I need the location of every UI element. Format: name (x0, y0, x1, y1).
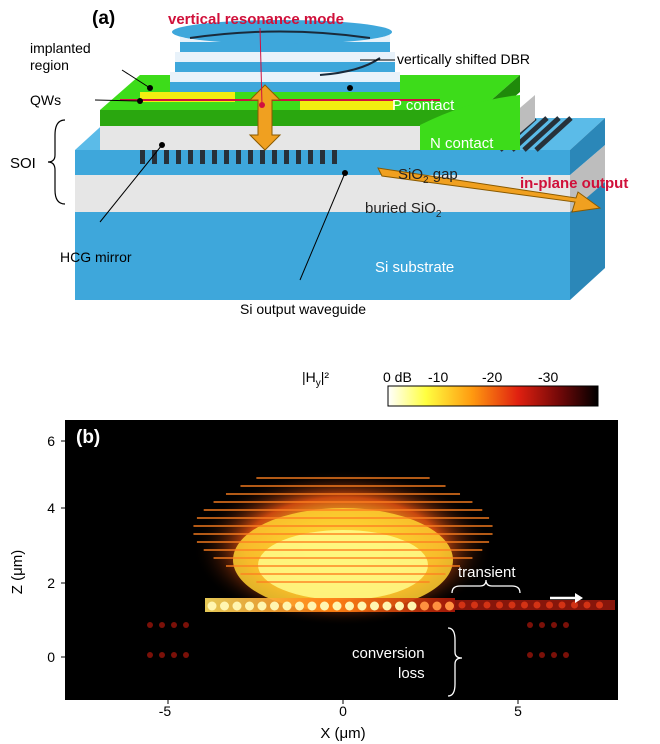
y-tick-0: 0 (47, 649, 55, 665)
side-lobe-dot (527, 652, 533, 658)
colorbar-tick-2: -20 (482, 369, 502, 385)
n-contact-mesa (420, 95, 520, 150)
mode-dot (245, 601, 254, 611)
side-lobe-dot (563, 622, 569, 628)
colorbar-tick-3: -30 (538, 369, 558, 385)
mode-dot (370, 601, 379, 611)
mode-dot (420, 601, 429, 611)
n-contact-label: N contact (430, 135, 494, 152)
mode-dot (395, 601, 404, 611)
callout-lines (94, 27, 395, 281)
mode-dot (445, 601, 454, 611)
y-axis-label: Z (μm) (9, 550, 26, 594)
dbr-stack (170, 20, 400, 92)
si-layer-side (570, 118, 605, 175)
y-tick-4: 4 (47, 500, 55, 516)
mode-dot (320, 601, 329, 611)
implanted-label-1: implanted (30, 40, 91, 56)
side-lobe-dot (183, 652, 189, 658)
implanted-region-left (140, 92, 235, 102)
soi-label: SOI (10, 155, 36, 172)
dbr-label: vertically shifted DBR (397, 51, 530, 67)
mode-dot (282, 601, 292, 611)
mode-dot (345, 601, 354, 611)
sio2-gap-front (100, 125, 500, 150)
x-axis: -5 0 5 (159, 700, 522, 719)
si-waveguide-label: Si output waveguide (240, 301, 366, 317)
mode-dot (232, 601, 242, 611)
si-substrate-label: Si substrate (375, 259, 454, 276)
mode-dot (382, 601, 392, 611)
qws-label: QWs (30, 92, 61, 108)
panel-b-tag: (b) (76, 427, 100, 448)
field-pattern (147, 470, 615, 658)
side-lobe-dot (147, 622, 153, 628)
side-lobe-dot (551, 652, 557, 658)
colorbar-ticks: 0 dB -10 -20 -30 (383, 369, 558, 385)
side-lobe-dot (159, 652, 165, 658)
in-plane-output-arrow (377, 167, 602, 213)
transient-label: transient (458, 564, 516, 581)
side-lobe-dot (171, 652, 177, 658)
conversion-label: conversion (352, 645, 425, 662)
side-lobe-dot (563, 652, 569, 658)
hcg-grating (140, 150, 337, 164)
x-tick-minus5: -5 (159, 703, 172, 719)
si-substrate-front (75, 210, 570, 300)
side-lobe-dot (171, 622, 177, 628)
side-lobe-dot (147, 652, 153, 658)
panel-b-field-plot: |Hy|² 0 dB -10 -20 -30 transient convers (9, 369, 618, 742)
field-fringes (193, 477, 493, 583)
side-lobes (147, 622, 569, 658)
implanted-label-2: region (30, 57, 69, 73)
side-lobe-dot (159, 622, 165, 628)
mode-dot (407, 601, 417, 611)
buried-sio2-label: buried SiO2 (365, 200, 442, 220)
green-contact-layer-front (100, 110, 480, 126)
mode-dot (270, 601, 279, 611)
vertical-resonance-arrow (248, 84, 282, 151)
side-lobe-dot (527, 622, 533, 628)
side-lobe-dot (539, 652, 545, 658)
hcg-mirror-label: HCG mirror (60, 249, 132, 265)
mode-dot (357, 601, 367, 611)
mode-dot (207, 601, 217, 611)
x-tick-5: 5 (514, 703, 522, 719)
mode-dot (220, 601, 229, 611)
side-lobe-dot (539, 622, 545, 628)
side-lobe-dot (551, 622, 557, 628)
annotations: transient conversion loss (352, 564, 583, 697)
in-plane-output-label: in-plane output (520, 175, 628, 192)
mode-dot (432, 601, 442, 611)
mode-dot (257, 601, 267, 611)
panel-a-tag: (a) (92, 8, 115, 29)
side-lobe-dot (183, 622, 189, 628)
soi-brace (47, 119, 66, 205)
x-axis-label: X (μm) (320, 725, 365, 742)
mode-dot (332, 601, 342, 611)
y-tick-6: 6 (47, 433, 55, 449)
y-axis: 6 4 2 0 (47, 433, 65, 665)
mode-dot (295, 601, 304, 611)
y-tick-2: 2 (47, 575, 55, 591)
implanted-region-right (300, 100, 395, 110)
mode-dot (307, 601, 317, 611)
x-tick-0: 0 (339, 703, 347, 719)
colorbar-tick-0: 0 dB (383, 369, 412, 385)
colorbar-tick-1: -10 (428, 369, 448, 385)
p-contact-label: P contact (392, 97, 455, 114)
colorbar (387, 385, 599, 407)
loss-label: loss (398, 665, 425, 682)
sio2-gap-label: SiO2 gap (398, 166, 458, 186)
buried-oxide-front (75, 175, 570, 212)
vertical-resonance-title: vertical resonance mode (168, 11, 344, 28)
panel-a-device-schematic: (a) vertical resonance mode implanted re… (10, 8, 628, 317)
colorbar-title: |Hy|² (302, 369, 329, 389)
